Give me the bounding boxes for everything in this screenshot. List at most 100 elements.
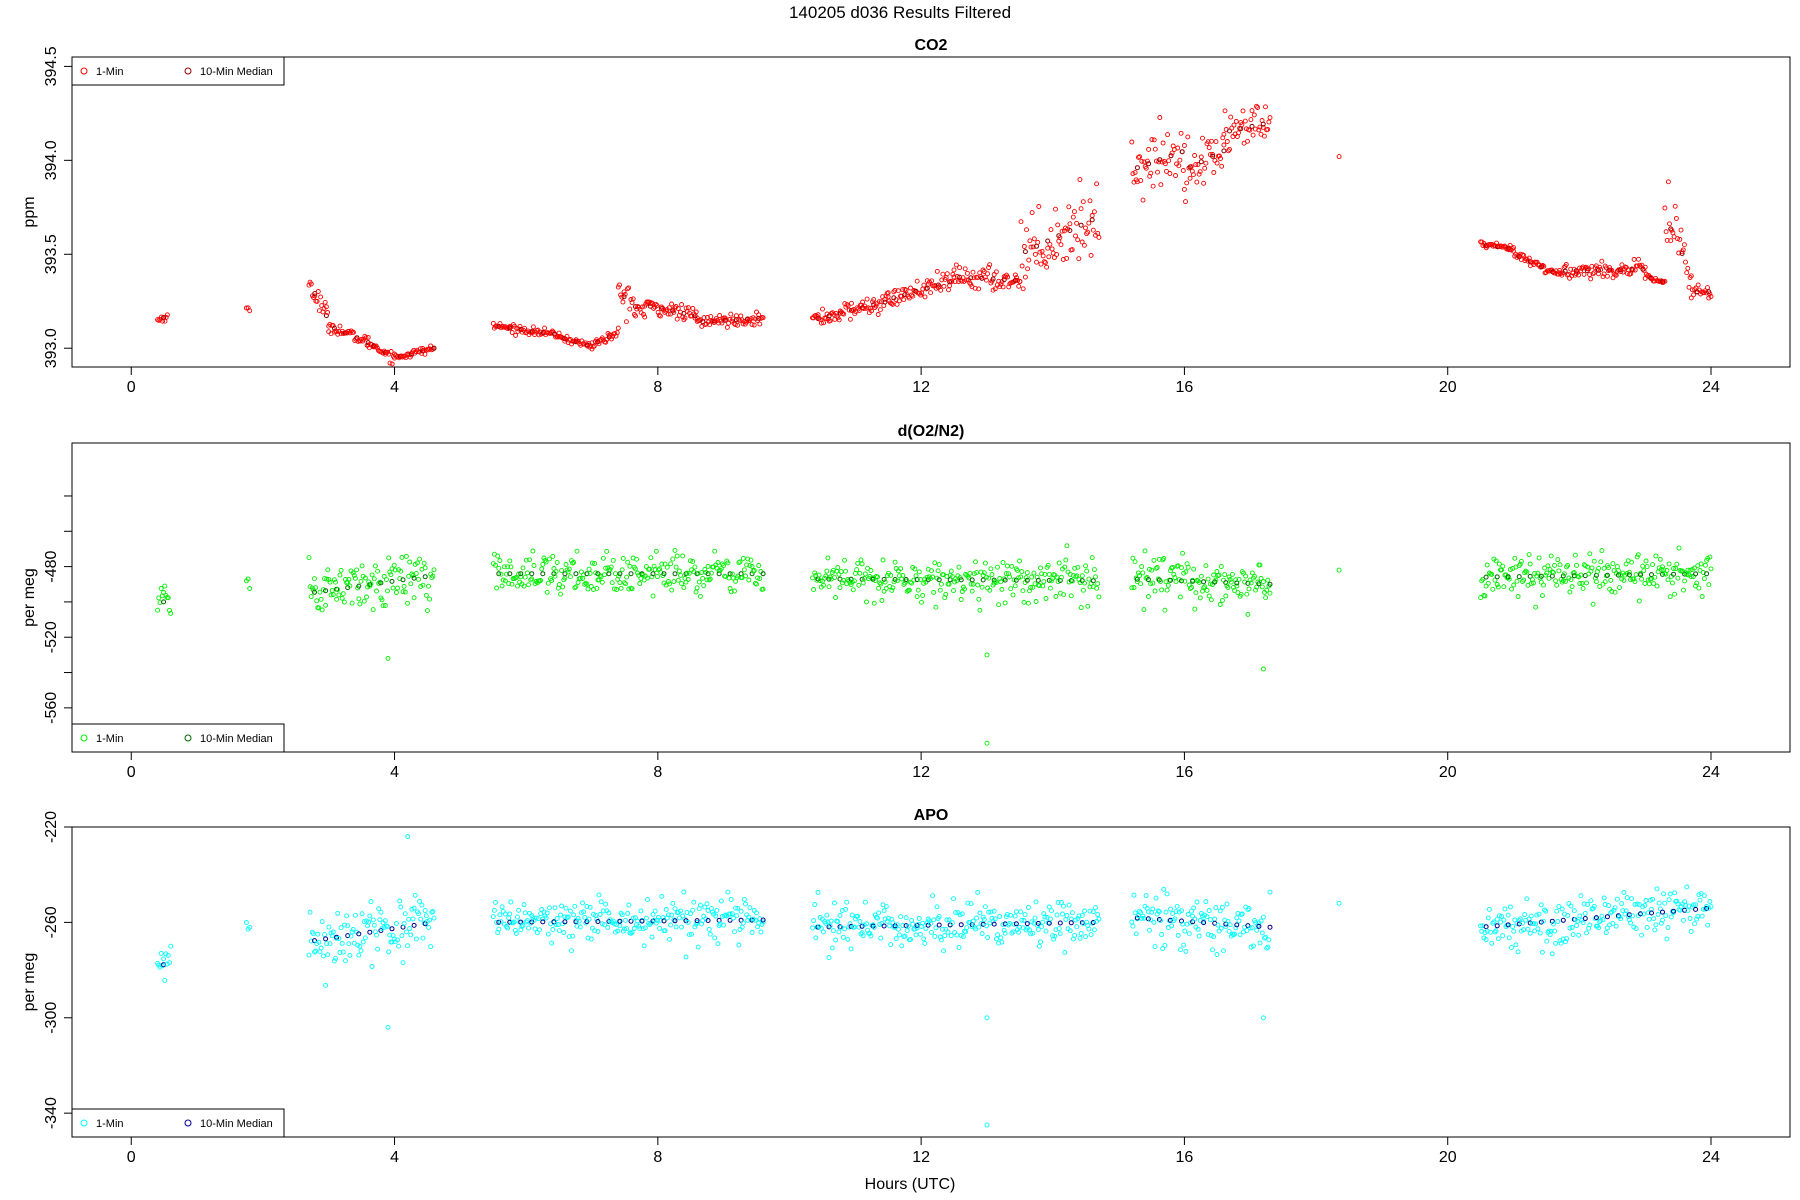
point-1min — [973, 559, 978, 565]
point-1min — [1521, 252, 1527, 258]
point-1min — [690, 305, 696, 311]
point-1min — [308, 281, 314, 287]
point-1min — [1140, 570, 1146, 576]
point-1min — [1654, 583, 1660, 589]
point-1min — [1200, 913, 1205, 919]
point-1min — [1524, 896, 1530, 902]
point-1min — [157, 964, 163, 970]
point-1min — [1494, 582, 1500, 587]
point-1min — [693, 589, 699, 595]
point-10min-median — [1145, 577, 1151, 583]
point-1min — [1524, 569, 1530, 575]
point-1min — [732, 588, 737, 594]
point-1min — [971, 275, 977, 281]
point-1min — [1555, 919, 1561, 924]
point-1min — [1192, 606, 1198, 612]
point-1min — [1264, 587, 1270, 593]
point-1min — [697, 593, 703, 599]
point-1min — [505, 564, 511, 570]
point-1min — [704, 901, 710, 907]
point-1min — [1131, 585, 1137, 590]
point-10min-median — [1249, 123, 1255, 129]
point-1min — [1191, 566, 1197, 572]
point-1min — [1246, 906, 1252, 911]
point-1min — [1011, 921, 1017, 927]
point-1min — [1205, 576, 1211, 582]
point-1min — [921, 282, 927, 288]
point-1min — [984, 740, 990, 746]
point-1min — [1478, 923, 1484, 929]
point-1min — [1161, 886, 1167, 892]
point-1min — [637, 926, 643, 932]
point-1min — [319, 919, 325, 925]
point-1min — [1500, 563, 1506, 569]
point-1min — [597, 573, 603, 579]
point-1min — [982, 904, 988, 910]
point-1min — [1141, 915, 1147, 921]
point-1min — [1133, 931, 1139, 937]
point-1min — [1492, 243, 1498, 249]
point-1min — [1137, 154, 1143, 160]
point-1min — [528, 920, 534, 926]
point-1min — [1165, 132, 1171, 138]
point-10min-median — [1604, 914, 1610, 920]
point-10min-median — [1571, 573, 1577, 579]
point-1min — [1152, 944, 1158, 950]
point-1min — [847, 921, 853, 927]
point-1min — [957, 265, 963, 271]
point-1min — [1221, 948, 1226, 954]
point-1min — [585, 935, 591, 941]
point-1min — [1018, 219, 1024, 225]
point-1min — [376, 906, 382, 912]
point-1min — [370, 917, 376, 923]
point-1min — [680, 553, 686, 559]
point-1min — [337, 572, 343, 578]
point-1min — [576, 918, 582, 924]
point-10min-median — [1527, 920, 1533, 926]
point-1min — [1585, 564, 1591, 570]
point-1min — [1586, 266, 1591, 272]
point-1min — [1132, 910, 1138, 916]
point-10min-median — [848, 924, 854, 929]
point-1min — [494, 919, 500, 925]
point-1min — [1028, 244, 1034, 250]
point-1min — [589, 560, 595, 566]
point-1min — [1151, 919, 1157, 925]
point-1min — [1501, 584, 1507, 590]
point-1min — [1581, 562, 1587, 568]
point-10min-median — [323, 588, 329, 594]
point-1min — [1046, 254, 1052, 260]
point-1min — [679, 302, 685, 307]
point-1min — [929, 278, 935, 284]
point-1min — [1219, 904, 1225, 910]
point-1min — [1492, 577, 1498, 583]
point-1min — [1572, 552, 1578, 558]
point-1min — [1507, 904, 1513, 910]
point-1min — [1191, 905, 1197, 911]
point-1min — [540, 561, 546, 567]
point-1min — [847, 316, 853, 322]
point-1min — [948, 568, 954, 574]
point-1min — [1697, 567, 1703, 573]
point-1min — [1336, 900, 1342, 906]
point-1min — [964, 270, 970, 276]
point-1min — [1227, 922, 1233, 928]
point-1min — [523, 919, 529, 925]
point-10min-median — [1168, 577, 1173, 583]
point-1min — [358, 578, 364, 584]
point-1min — [1675, 236, 1680, 242]
point-1min — [892, 559, 898, 565]
point-1min — [728, 896, 734, 902]
point-1min — [330, 323, 336, 329]
point-1min — [247, 308, 253, 314]
point-10min-median — [562, 919, 568, 925]
point-10min-median — [1604, 572, 1610, 578]
x-tick-label: 24 — [1702, 764, 1720, 781]
point-1min — [982, 560, 988, 566]
point-1min — [647, 566, 653, 572]
x-tick-label: 20 — [1439, 379, 1457, 396]
point-1min — [1132, 170, 1138, 176]
point-1min — [851, 578, 857, 584]
point-1min — [1012, 272, 1018, 278]
point-1min — [724, 324, 730, 330]
